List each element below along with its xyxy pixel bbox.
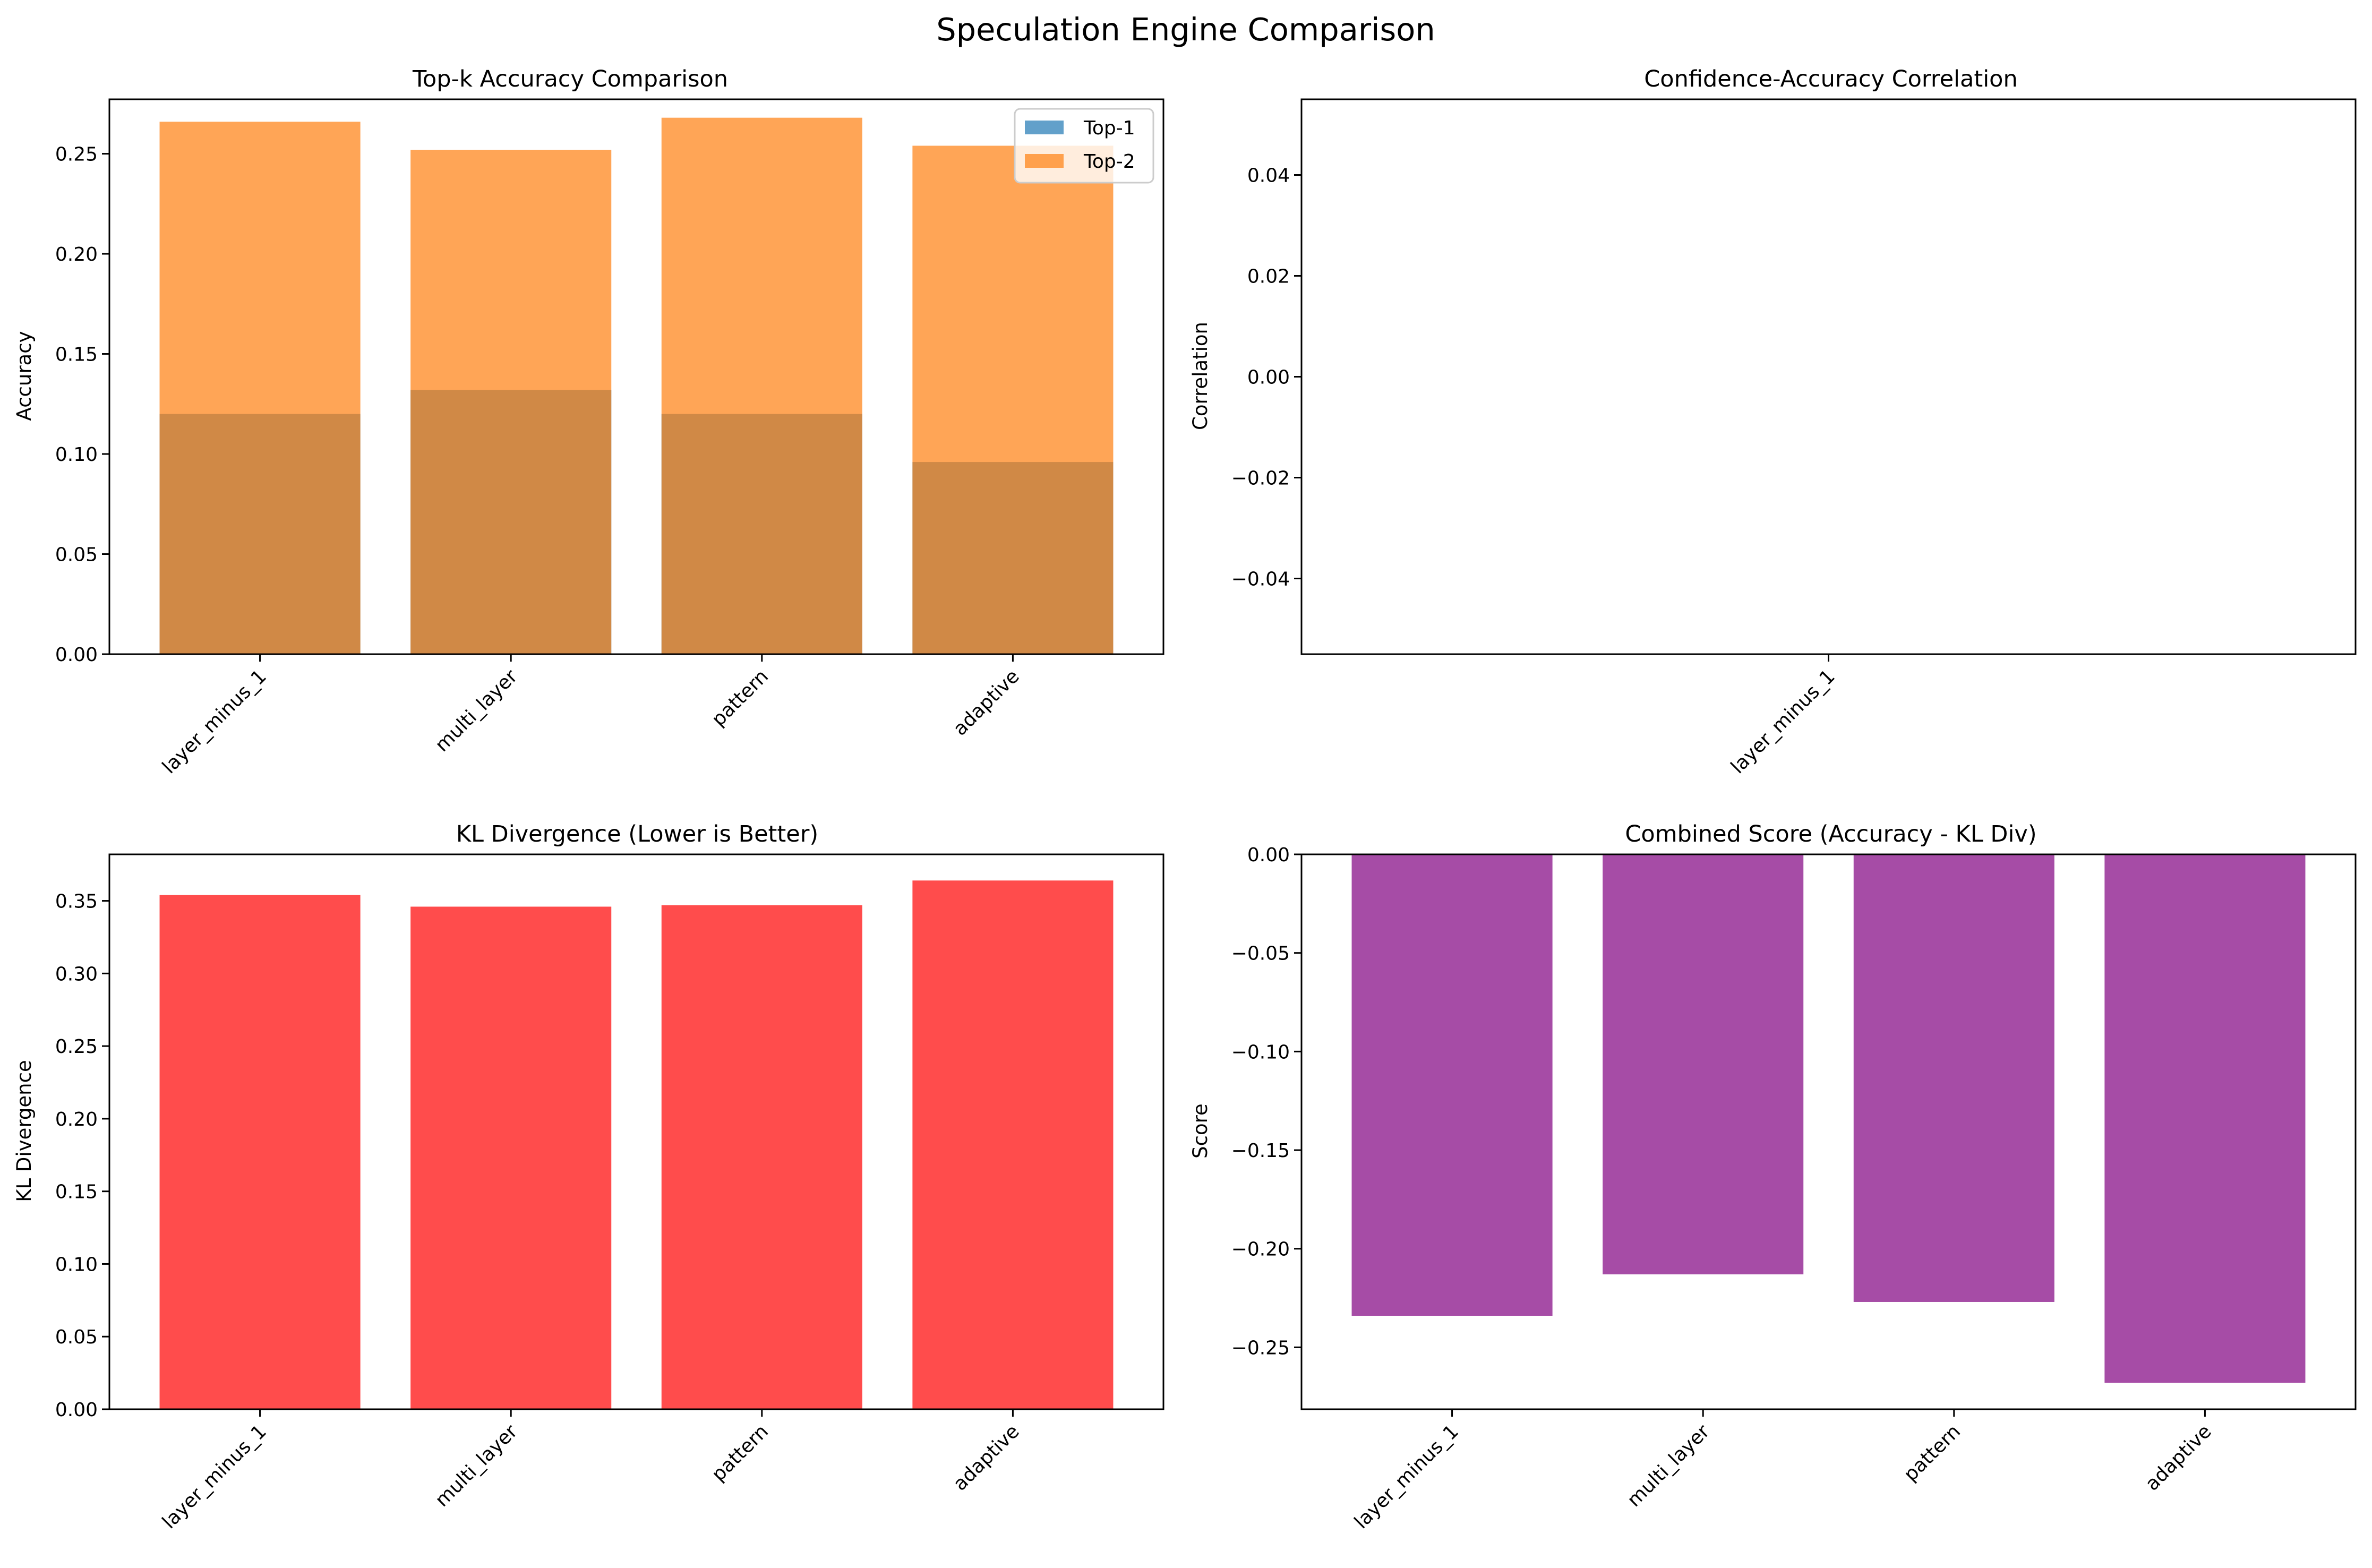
legend-swatch-top1 [1025,121,1064,134]
accuracy-bars [159,117,1114,654]
score-y-axis-label: Score [1189,1103,1212,1159]
y-tick-label: 0.04 [1247,165,1290,187]
bar-top-2-multi_layer [410,150,612,654]
y-tick-label: 0.05 [55,1326,98,1348]
score-y-ticks: 0.00 −0.05 −0.10 −0.15 −0.20 −0.25 [1231,844,1301,1359]
legend-label-top2: Top-2 [1083,151,1135,173]
kl-y-axis-label: KL Divergence [13,1060,36,1202]
kl-bars [159,880,1114,1409]
y-tick-label: 0.02 [1247,266,1290,288]
correlation-panel-title: Confidence-Accuracy Correlation [1644,66,2017,92]
y-tick-label: 0.00 [1247,367,1290,389]
y-tick-label: −0.20 [1231,1239,1290,1261]
accuracy-axes-frame [108,98,1164,655]
y-tick-label: 0.25 [55,144,98,166]
legend-label-top1: Top-1 [1083,117,1135,139]
score-axes-frame [1300,853,2357,1410]
bar-layer_minus_1 [1351,854,1553,1316]
y-tick-label: −0.05 [1231,943,1290,965]
y-tick-label: 0.20 [55,244,98,265]
y-tick-label: 0.00 [55,644,98,666]
bar-adaptive [2104,854,2306,1383]
correlation-y-ticks: 0.04 0.02 0.00 −0.02 −0.04 [1231,165,1301,590]
kl-axes-frame [108,853,1164,1410]
accuracy-panel: Top-k Accuracy Comparison Accuracy 0.000… [13,66,1164,778]
y-tick-label: 0.00 [1247,844,1290,866]
y-tick-label: 0.35 [55,891,98,913]
y-tick-label: 0.30 [55,963,98,985]
bar-top-2-pattern [661,117,862,654]
bar-top-2-adaptive [912,145,1114,654]
accuracy-y-ticks: 0.00 0.05 0.10 0.15 0.20 0.25 [55,144,109,666]
bar-adaptive [912,880,1114,1409]
y-tick-label: 0.25 [55,1036,98,1058]
bar-pattern [1853,854,2054,1302]
kl-y-ticks: 0.00 0.05 0.10 0.15 0.20 0.25 0.30 0.35 [55,891,109,1421]
accuracy-y-axis-label: Accuracy [13,331,36,421]
y-tick-label: 0.10 [55,444,98,466]
y-tick-label: 0.15 [55,344,98,366]
bar-multi_layer [1603,854,1804,1274]
y-tick-label: 0.10 [55,1254,98,1275]
score-bars [1351,854,2306,1383]
y-tick-label: −0.04 [1231,569,1290,590]
bar-pattern [661,905,862,1409]
y-tick-label: 0.00 [55,1399,98,1421]
kl-panel-title: KL Divergence (Lower is Better) [456,821,818,847]
y-tick-label: −0.15 [1231,1140,1290,1162]
y-tick-label: −0.02 [1231,468,1290,490]
bar-layer_minus_1 [159,895,361,1409]
y-tick-label: 0.05 [55,544,98,566]
y-tick-label: −0.25 [1231,1337,1290,1359]
correlation-axes-frame [1300,98,2357,655]
accuracy-legend: Top-1 Top-2 [1014,108,1154,184]
y-tick-label: −0.10 [1231,1041,1290,1063]
bar-multi_layer [410,906,612,1409]
legend-swatch-top2 [1025,154,1064,168]
correlation-y-axis-label: Correlation [1189,322,1212,430]
score-panel-title: Combined Score (Accuracy - KL Div) [1625,821,2036,847]
y-tick-label: 0.20 [55,1109,98,1130]
bar-top-2-layer_minus_1 [159,122,361,654]
accuracy-panel-title: Top-k Accuracy Comparison [412,66,728,92]
figure-title: Speculation Engine Comparison [936,11,1435,48]
y-tick-label: 0.15 [55,1181,98,1203]
